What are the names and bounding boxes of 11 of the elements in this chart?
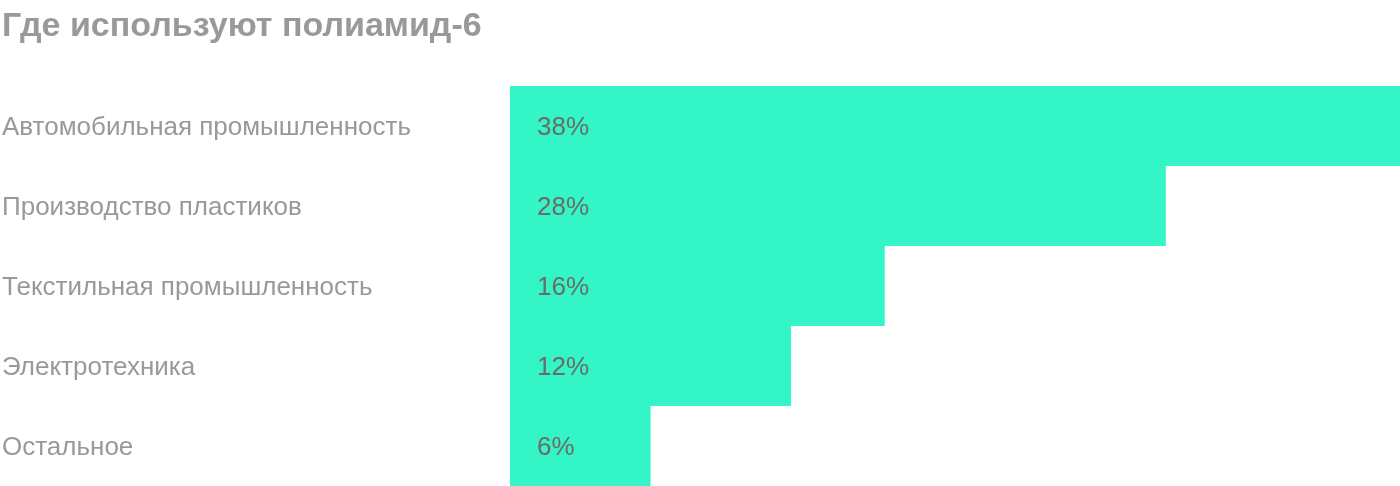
data-label: 6% — [537, 431, 575, 462]
y-tick-label: Электротехника — [2, 351, 196, 382]
data-label: 16% — [537, 271, 590, 302]
y-tick-label: Остальное — [2, 431, 134, 462]
chart-title: Где используют полиамид-6 — [2, 5, 482, 43]
data-label: 12% — [537, 351, 590, 382]
data-label: 28% — [537, 191, 590, 222]
data-label: 38% — [537, 111, 590, 142]
y-tick-label: Текстильная промышленность — [2, 271, 373, 302]
y-tick-label: Производство пластиков — [2, 191, 302, 222]
y-tick-label: Автомобильная промышленность — [2, 111, 411, 142]
